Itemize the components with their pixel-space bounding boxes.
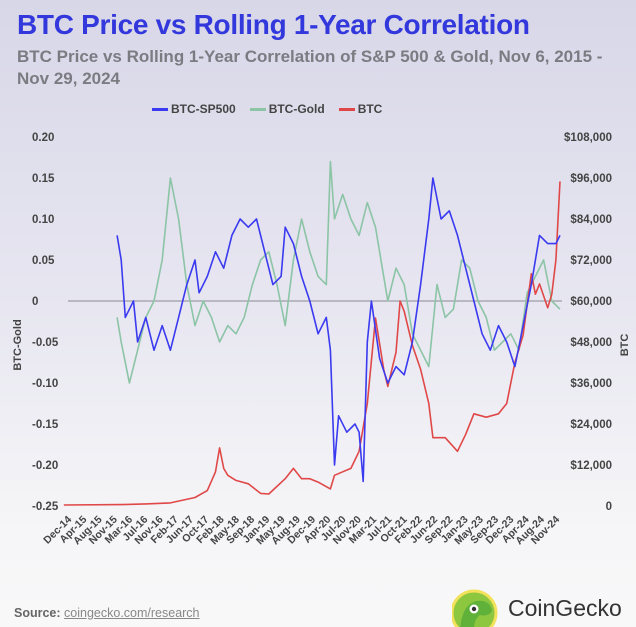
y-right-tick-label: $72,000 <box>570 255 612 267</box>
chart-plot: 0.20 0.15 0.10 0.05 0 -0.05 -0.10 -0.15 -0.20 -0.… <box>12 132 631 547</box>
y-right-tick-label: $60,000 <box>570 296 612 308</box>
y-left-tick-label: -0.10 <box>32 378 58 390</box>
legend-label: BTC-SP500 <box>171 102 236 116</box>
y-left-tick-label: 0.15 <box>32 173 55 185</box>
legend-item-btc-sp500[interactable]: BTC-SP500 <box>152 102 236 116</box>
y-left-tick-label: -0.15 <box>32 419 59 431</box>
chart-subtitle: BTC Price vs Rolling 1-Year Correlation … <box>17 47 603 88</box>
y-right-tick-label: $108,000 <box>564 132 612 144</box>
y-right-tick-label: $48,000 <box>570 337 612 349</box>
y-right-tick-label: $24,000 <box>570 419 612 431</box>
chart-title: BTC Price vs Rolling 1-Year Correlation <box>17 9 530 40</box>
legend-swatch <box>338 107 355 111</box>
y-right-tick-label: $12,000 <box>570 460 612 472</box>
series-line-btc-sp500 <box>116 177 561 483</box>
y-right-tick-label: 0 <box>606 501 612 513</box>
series-line-btc <box>63 181 561 506</box>
legend-item-btc[interactable]: BTC <box>338 102 383 116</box>
y-left-tick-label: -0.25 <box>32 501 59 513</box>
source-note: Source: coingecko.com/research <box>14 606 200 620</box>
y-right-tick-label: $36,000 <box>570 378 612 390</box>
y-axis-right-label: BTC <box>619 334 631 357</box>
source-link[interactable]: coingecko.com/research <box>64 606 200 620</box>
legend-swatch <box>249 107 266 111</box>
y-left-tick-label: 0 <box>32 296 38 308</box>
legend-label: BTC-Gold <box>268 102 325 116</box>
y-left-tick-label: 0.10 <box>32 214 54 226</box>
legend-swatch <box>152 107 168 111</box>
y-left-tick-label: -0.20 <box>32 460 58 472</box>
legend-item-btc-gold[interactable]: BTC-Gold <box>249 102 325 116</box>
y-left-tick-label: 0.20 <box>32 132 54 144</box>
brand-name: CoinGecko <box>508 594 622 621</box>
y-left-tick-label: -0.05 <box>32 337 59 349</box>
source-label: Source: <box>14 606 61 620</box>
series-line-btc-gold <box>116 160 561 384</box>
legend-label: BTC <box>357 102 383 116</box>
y-axis-left-label: BTC-Gold <box>12 319 24 370</box>
y-left-tick-label: 0.05 <box>32 255 55 267</box>
legend: BTC-SP500 BTC-Gold BTC <box>152 102 382 116</box>
y-right-tick-label: $84,000 <box>570 214 612 226</box>
gecko-icon <box>452 589 498 627</box>
y-right-tick-label: $96,000 <box>570 173 612 185</box>
coingecko-logo[interactable]: CoinGecko <box>452 589 622 627</box>
